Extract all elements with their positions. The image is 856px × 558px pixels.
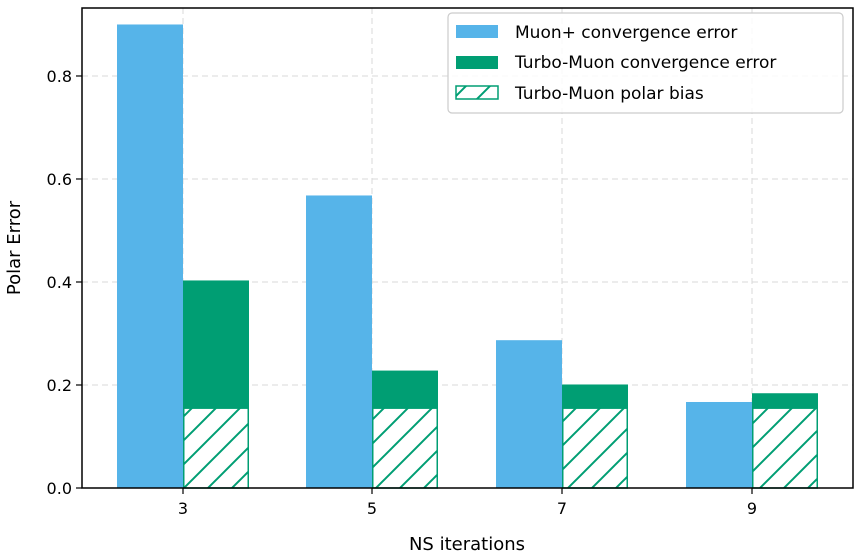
legend-label-polar-bias: Turbo-Muon polar bias <box>514 84 704 104</box>
legend: Muon+ convergence error Turbo-Muon conve… <box>447 12 844 114</box>
axes: 0.0 0.2 0.4 0.6 0.8 3 5 7 9 <box>47 7 854 518</box>
y-tick-label: 0.4 <box>47 273 72 292</box>
legend-box <box>447 12 844 114</box>
x-tick-label: 7 <box>557 499 567 518</box>
x-tick-label: 3 <box>178 499 188 518</box>
bar-polar-bias <box>752 407 818 489</box>
y-axis-label: Polar Error <box>4 200 25 295</box>
bar-polar-bias <box>372 407 438 489</box>
legend-label-muon-plus: Muon+ convergence error <box>515 23 737 43</box>
legend-swatch-polar-bias <box>455 85 499 100</box>
bar-muon-plus <box>686 401 752 488</box>
legend-label-turbo-muon: Turbo-Muon convergence error <box>514 53 776 73</box>
x-tick-label: 9 <box>747 499 757 518</box>
bar-muon-plus <box>306 195 372 488</box>
plot-frame <box>81 7 854 489</box>
y-tick-label: 0.2 <box>47 376 72 395</box>
y-tick-label: 0.0 <box>47 479 72 498</box>
bar-polar-bias <box>183 407 249 489</box>
bar-polar-bias <box>562 407 628 489</box>
bars <box>117 24 818 489</box>
legend-swatch-muon-plus <box>456 25 498 38</box>
legend-swatch-turbo-muon <box>456 56 498 69</box>
x-axis-label: NS iterations <box>409 534 525 555</box>
bar-muon-plus <box>496 340 562 488</box>
y-tick-label: 0.6 <box>47 170 72 189</box>
bar-muon-plus <box>117 24 183 489</box>
y-tick-label: 0.8 <box>47 67 72 86</box>
x-tick-label: 5 <box>367 499 377 518</box>
